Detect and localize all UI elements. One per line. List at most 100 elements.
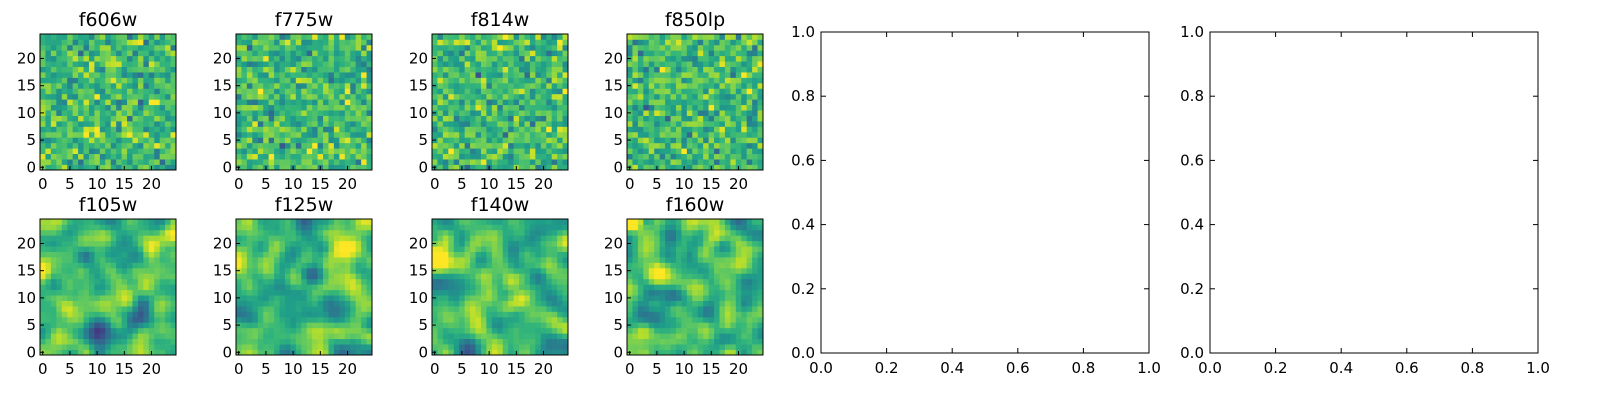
heatmap-cell	[40, 284, 46, 291]
heatmap-cell	[697, 153, 704, 160]
heatmap-cell	[692, 148, 699, 155]
heatmap-cell	[154, 142, 161, 149]
heatmap-cell	[632, 137, 639, 144]
heatmap-cell	[99, 311, 106, 318]
heatmap-cell	[241, 273, 248, 280]
heatmap-cell	[148, 300, 155, 307]
heatmap-cell	[486, 159, 493, 165]
heatmap-cell	[170, 344, 177, 350]
heatmap-cell	[127, 219, 133, 225]
heatmap-cell	[110, 316, 117, 323]
heatmap-cell	[99, 289, 106, 296]
heatmap-cell	[730, 338, 737, 345]
heatmap-cell	[121, 300, 128, 307]
heatmap-cell	[67, 121, 73, 127]
heatmap-cell	[148, 229, 155, 236]
heatmap-cell	[491, 50, 498, 57]
heatmap-cell	[632, 131, 639, 138]
heatmap-cell	[344, 316, 351, 323]
heatmap-cell	[502, 93, 509, 100]
heatmap-cell	[306, 289, 313, 296]
heatmap-cell	[165, 72, 171, 78]
y-tick-label: 10	[409, 104, 428, 122]
heatmap-cell	[295, 142, 302, 149]
heatmap-cell	[708, 66, 715, 73]
heatmap-cell	[475, 153, 482, 160]
heatmap-cell	[121, 34, 128, 40]
heatmap-cell	[486, 284, 493, 291]
heatmap-cell	[659, 153, 666, 160]
heatmap-cell	[746, 344, 753, 350]
heatmap-cell	[344, 278, 351, 285]
heatmap-cell	[497, 349, 504, 356]
heatmap-cell	[290, 126, 297, 133]
heatmap-cell	[529, 311, 536, 318]
heatmap-cell	[670, 99, 677, 106]
heatmap-cell	[686, 44, 693, 51]
heatmap-cell	[148, 142, 155, 149]
heatmap-cell	[263, 316, 269, 323]
x-tick-label: 0	[38, 175, 48, 193]
heatmap-cell	[442, 278, 449, 285]
heatmap-cell	[236, 159, 242, 165]
heatmap-cell	[317, 121, 324, 127]
heatmap-cell	[246, 327, 253, 334]
heatmap-cell	[459, 131, 465, 138]
heatmap-cell	[562, 148, 569, 155]
heatmap-cell	[72, 327, 79, 334]
heatmap-cell	[45, 316, 52, 323]
heatmap-cell	[735, 104, 742, 111]
heatmap-cell	[724, 257, 731, 263]
heatmap-cell	[697, 66, 704, 73]
heatmap-cell	[344, 110, 351, 116]
heatmap-cell	[491, 39, 498, 46]
x-tick-label: 10	[284, 360, 303, 378]
heatmap-cell	[432, 104, 438, 111]
heatmap-cell	[61, 235, 68, 242]
heatmap-cell	[246, 251, 253, 258]
heatmap-cell	[714, 131, 720, 138]
heatmap-cell	[263, 229, 269, 236]
heatmap-cell	[752, 278, 758, 285]
heatmap-cell	[562, 104, 569, 111]
heatmap-cell	[78, 137, 84, 144]
heatmap-cell	[56, 306, 63, 312]
heatmap-cell	[355, 137, 362, 144]
heatmap-cell	[464, 55, 471, 62]
heatmap-cell	[546, 82, 553, 89]
heatmap-cell	[350, 295, 357, 301]
heatmap-cell	[263, 327, 269, 334]
heatmap-cell	[72, 159, 79, 165]
heatmap-cell	[659, 349, 666, 356]
heatmap-cell	[132, 262, 139, 269]
heatmap-cell	[529, 224, 536, 231]
heatmap-cell	[697, 88, 704, 95]
panel-frame	[39, 218, 177, 356]
heatmap-cell	[312, 82, 318, 89]
heatmap-cell	[159, 121, 166, 127]
heatmap-cell	[137, 153, 144, 160]
heatmap-cell	[132, 349, 139, 356]
heatmap-cell	[317, 110, 324, 116]
heatmap-cell	[99, 110, 106, 116]
heatmap-cell	[301, 93, 308, 100]
heatmap-cell	[480, 300, 487, 307]
heatmap-cell	[719, 82, 726, 89]
heatmap-cell	[681, 333, 688, 340]
heatmap-cell	[333, 327, 340, 334]
heatmap-cell	[475, 77, 482, 84]
heatmap-cell	[557, 224, 563, 231]
heatmap-cell	[143, 349, 150, 356]
heatmap-cell	[355, 72, 362, 78]
heatmap-cell	[355, 131, 362, 138]
heatmap-cell	[274, 327, 280, 334]
heatmap-cell	[675, 148, 682, 155]
heatmap-cell	[361, 235, 367, 242]
heatmap-cell	[486, 262, 493, 269]
heatmap-cell	[132, 159, 139, 165]
heatmap-cell	[355, 148, 362, 155]
heatmap-cell	[442, 349, 449, 356]
heatmap-cell	[470, 159, 476, 165]
heatmap-cell	[170, 44, 177, 51]
